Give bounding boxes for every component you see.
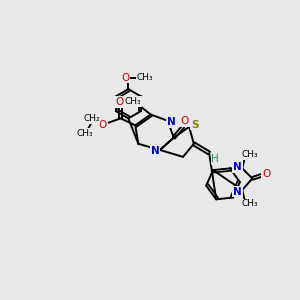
Text: N: N: [167, 117, 176, 127]
Text: H: H: [212, 154, 219, 164]
Text: N: N: [151, 146, 160, 157]
Text: N: N: [233, 187, 242, 196]
Text: S: S: [191, 119, 198, 130]
Text: O: O: [99, 119, 107, 130]
Text: CH₃: CH₃: [76, 128, 93, 137]
Text: CH₃: CH₃: [242, 200, 258, 208]
Text: CH₂: CH₂: [83, 114, 100, 123]
Text: CH₃: CH₃: [242, 150, 258, 159]
Text: O: O: [115, 97, 123, 107]
Text: O: O: [262, 169, 270, 179]
Text: N: N: [233, 162, 242, 172]
Text: CH₃: CH₃: [137, 73, 154, 82]
Text: O: O: [121, 73, 129, 82]
Text: CH₃: CH₃: [124, 97, 141, 106]
Text: O: O: [180, 116, 189, 127]
